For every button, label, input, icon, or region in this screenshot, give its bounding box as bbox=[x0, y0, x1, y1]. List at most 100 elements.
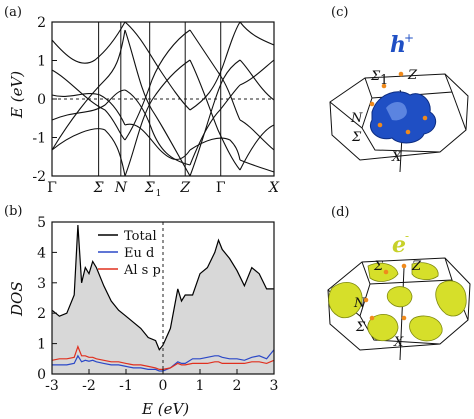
hole-sup: + bbox=[404, 31, 414, 45]
bz-d-sigma1-label: Σ bbox=[373, 259, 384, 274]
dos-legend: Total Eu d Al s p bbox=[98, 229, 161, 278]
band-lines bbox=[51, 21, 275, 177]
fermi-point bbox=[401, 315, 407, 321]
bz-edge bbox=[329, 101, 363, 129]
dos-x-axis-label: E (eV) bbox=[141, 400, 189, 418]
band-y-axis-label: E (eV) bbox=[8, 71, 26, 119]
electron-pocket bbox=[409, 315, 443, 342]
electron-pocket bbox=[367, 262, 399, 282]
bz-edge bbox=[361, 97, 441, 153]
electron-sup: - bbox=[405, 229, 409, 243]
band-line bbox=[189, 59, 241, 177]
dos-y-tick-label: 3 bbox=[37, 276, 46, 292]
band-line bbox=[239, 124, 275, 171]
band-line bbox=[239, 159, 275, 173]
dos-y-axis-label: DOS bbox=[8, 281, 26, 317]
dos-series-al-sp bbox=[51, 344, 275, 370]
bz-c-sigma-label: Σ bbox=[351, 130, 362, 145]
band-y-tick-label: -1 bbox=[32, 131, 46, 147]
dos-x-tick-label: 2 bbox=[233, 378, 242, 394]
band-line bbox=[124, 21, 191, 111]
fermi-points-c bbox=[369, 71, 428, 135]
dos-series-eu-d bbox=[52, 349, 275, 372]
bz-c-sigma1-sub: 1 bbox=[380, 73, 388, 88]
dos-x-tick-label: -2 bbox=[82, 378, 96, 394]
fermi-point bbox=[363, 297, 369, 303]
hole-fermi-surface: h + Σ 1 Z N Σ X bbox=[329, 31, 469, 173]
band-y-tick-label: -2 bbox=[32, 169, 46, 185]
band-line bbox=[239, 119, 275, 151]
fermi-points-d bbox=[363, 263, 407, 321]
electron-pocket bbox=[367, 314, 399, 342]
fermi-point bbox=[405, 129, 411, 135]
band-y-tick-label: 0 bbox=[37, 92, 46, 108]
band-x-tick-label: N bbox=[114, 180, 128, 196]
bz-edge bbox=[361, 257, 453, 285]
fermi-point bbox=[401, 263, 407, 269]
band-line bbox=[189, 21, 241, 111]
legend-label-al-sp: Al s p bbox=[123, 263, 161, 278]
dos-x-ticks: -3 -2 -1 0 1 2 3 bbox=[45, 369, 278, 394]
bz-axis bbox=[399, 267, 405, 361]
electron-label: e bbox=[392, 232, 406, 258]
dos-x-tick-label: -1 bbox=[119, 378, 133, 394]
bz-d-sigma-label: Σ bbox=[355, 320, 366, 335]
band-x-tick-label: Σ bbox=[144, 180, 155, 196]
electron-pockets bbox=[328, 262, 467, 342]
band-line bbox=[51, 93, 126, 126]
fermi-point bbox=[377, 122, 383, 128]
band-line bbox=[124, 89, 191, 166]
fermi-point bbox=[369, 315, 375, 321]
band-line bbox=[124, 29, 191, 177]
band-line bbox=[239, 21, 275, 46]
bz-c-sigma1-label: Σ bbox=[370, 69, 381, 84]
hole-pocket-highlight bbox=[386, 102, 407, 121]
dos-y-tick-label: 4 bbox=[37, 245, 46, 261]
band-line bbox=[124, 123, 191, 160]
electron-pocket bbox=[411, 262, 439, 280]
panel-b-label: (b) bbox=[4, 204, 22, 219]
band-x-tick-label: Z bbox=[179, 180, 190, 196]
band-line bbox=[51, 29, 126, 151]
bz-edge bbox=[451, 91, 467, 131]
panel-c-label: (c) bbox=[331, 5, 348, 20]
fermi-point bbox=[422, 115, 428, 121]
fermi-point bbox=[383, 269, 389, 275]
legend-label-eu-d: Eu d bbox=[124, 246, 154, 261]
panel-d-label: (d) bbox=[331, 205, 349, 220]
dos-x-tick-label: 0 bbox=[159, 378, 168, 394]
band-line bbox=[124, 59, 191, 177]
electron-pocket bbox=[328, 282, 363, 319]
electron-pocket bbox=[435, 280, 467, 317]
bz-d-z-label: Z bbox=[411, 259, 422, 274]
band-line bbox=[124, 29, 191, 141]
bz-d-n-label: N bbox=[353, 296, 366, 311]
dos-series-total bbox=[51, 224, 274, 351]
dos-x-tick-label: 3 bbox=[270, 378, 279, 394]
electron-pocket bbox=[386, 286, 413, 308]
band-x-tick-label: Γ bbox=[216, 180, 226, 196]
band-y-tick-label: 1 bbox=[37, 54, 46, 70]
dos-total-fill bbox=[52, 225, 274, 374]
bz-c-n-label: N bbox=[350, 111, 363, 126]
band-line bbox=[189, 59, 241, 171]
band-y-tick-label: 2 bbox=[37, 15, 46, 31]
dos-y-tick-label: 0 bbox=[37, 367, 46, 383]
band-x-tick-label: Σ bbox=[93, 180, 104, 196]
band-y-ticks: -2 -1 0 1 2 bbox=[32, 15, 57, 185]
legend-label-total: Total bbox=[124, 229, 157, 244]
panel-a-label: (a) bbox=[4, 5, 22, 20]
band-x-tick-sub: 1 bbox=[156, 189, 162, 199]
dos-y-ticks: 0 1 2 3 4 5 bbox=[37, 215, 57, 383]
band-x-tick-label: X bbox=[268, 180, 280, 196]
bz-d-x-label: X bbox=[393, 335, 404, 350]
band-x-tick-label: Γ bbox=[47, 180, 57, 196]
band-line bbox=[239, 59, 275, 101]
dos-x-tick-label: -3 bbox=[45, 378, 59, 394]
dos-plot: 0 1 2 3 4 5 -3 -2 -1 0 1 2 3 DOS E (eV) Total Eu d … bbox=[8, 215, 278, 418]
dos-x-tick-label: 1 bbox=[196, 378, 205, 394]
dos-y-tick-label: 1 bbox=[37, 337, 46, 353]
